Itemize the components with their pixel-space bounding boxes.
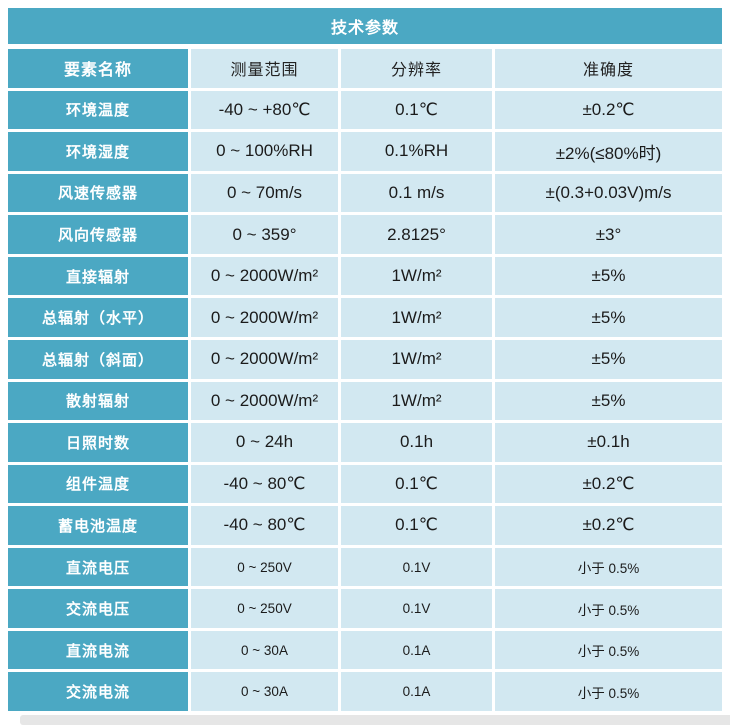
resolution-cell: 2.8125° <box>341 215 492 254</box>
table-title: 技术参数 <box>8 8 722 44</box>
range-cell: 0 ~ 250V <box>191 547 338 587</box>
row-label: 交流电流 <box>8 672 188 711</box>
accuracy-cell: ±0.1h <box>495 423 722 462</box>
accuracy-cell: ±5% <box>495 339 722 379</box>
resolution-cell: 1W/m² <box>341 339 492 379</box>
accuracy-cell: ±5% <box>495 256 722 296</box>
range-cell: 0 ~ 2000W/m² <box>191 256 338 296</box>
row-label: 蓄电池温度 <box>8 506 188 545</box>
resolution-cell: 1W/m² <box>341 256 492 296</box>
accuracy-cell: ±5% <box>495 298 722 337</box>
accuracy-cell: ±5% <box>495 381 722 421</box>
range-cell: 0 ~ 359° <box>191 215 338 254</box>
resolution-cell: 0.1V <box>341 589 492 628</box>
resolution-cell: 0.1A <box>341 672 492 711</box>
row-label: 总辐射（斜面） <box>8 339 188 379</box>
bottom-shadow-strip <box>20 715 730 725</box>
row-label: 风速传感器 <box>8 173 188 213</box>
range-cell: 0 ~ 24h <box>191 423 338 462</box>
range-cell: 0 ~ 2000W/m² <box>191 298 338 337</box>
resolution-cell: 0.1h <box>341 423 492 462</box>
resolution-cell: 0.1℃ <box>341 464 492 504</box>
row-label: 直接辐射 <box>8 256 188 296</box>
column-header-range: 测量范围 <box>191 49 338 88</box>
resolution-cell: 1W/m² <box>341 298 492 337</box>
resolution-cell: 0.1%RH <box>341 132 492 171</box>
resolution-cell: 1W/m² <box>341 381 492 421</box>
column-header-name: 要素名称 <box>8 49 188 88</box>
range-cell: 0 ~ 100%RH <box>191 132 338 171</box>
row-label: 交流电压 <box>8 589 188 628</box>
range-cell: -40 ~ +80℃ <box>191 90 338 130</box>
accuracy-cell: ±0.2℃ <box>495 464 722 504</box>
accuracy-cell: 小于 0.5% <box>495 589 722 628</box>
row-label: 环境湿度 <box>8 132 188 171</box>
resolution-cell: 0.1 m/s <box>341 173 492 213</box>
accuracy-cell: ±2%(≤80%时) <box>495 132 722 171</box>
accuracy-cell: 小于 0.5% <box>495 672 722 711</box>
resolution-cell: 0.1℃ <box>341 90 492 130</box>
row-label: 总辐射（水平） <box>8 298 188 337</box>
accuracy-cell: ±3° <box>495 215 722 254</box>
accuracy-cell: ±0.2℃ <box>495 506 722 545</box>
accuracy-cell: ±0.2℃ <box>495 90 722 130</box>
resolution-cell: 0.1A <box>341 630 492 670</box>
row-label: 直流电压 <box>8 547 188 587</box>
range-cell: 0 ~ 2000W/m² <box>191 381 338 421</box>
range-cell: -40 ~ 80℃ <box>191 506 338 545</box>
accuracy-cell: 小于 0.5% <box>495 547 722 587</box>
row-label: 日照时数 <box>8 423 188 462</box>
accuracy-cell: 小于 0.5% <box>495 630 722 670</box>
range-cell: -40 ~ 80℃ <box>191 464 338 504</box>
resolution-cell: 0.1℃ <box>341 506 492 545</box>
range-cell: 0 ~ 70m/s <box>191 173 338 213</box>
column-header-resolution: 分辨率 <box>341 49 492 88</box>
range-cell: 0 ~ 30A <box>191 672 338 711</box>
resolution-cell: 0.1V <box>341 547 492 587</box>
column-header-accuracy: 准确度 <box>495 49 722 88</box>
row-label: 直流电流 <box>8 630 188 670</box>
row-label: 环境温度 <box>8 90 188 130</box>
accuracy-cell: ±(0.3+0.03V)m/s <box>495 173 722 213</box>
range-cell: 0 ~ 30A <box>191 630 338 670</box>
row-label: 组件温度 <box>8 464 188 504</box>
row-label: 风向传感器 <box>8 215 188 254</box>
range-cell: 0 ~ 250V <box>191 589 338 628</box>
range-cell: 0 ~ 2000W/m² <box>191 339 338 379</box>
parameters-table: 要素名称 测量范围 分辨率 准确度 环境温度 -40 ~ +80℃ 0.1℃ ±… <box>8 49 722 711</box>
row-label: 散射辐射 <box>8 381 188 421</box>
